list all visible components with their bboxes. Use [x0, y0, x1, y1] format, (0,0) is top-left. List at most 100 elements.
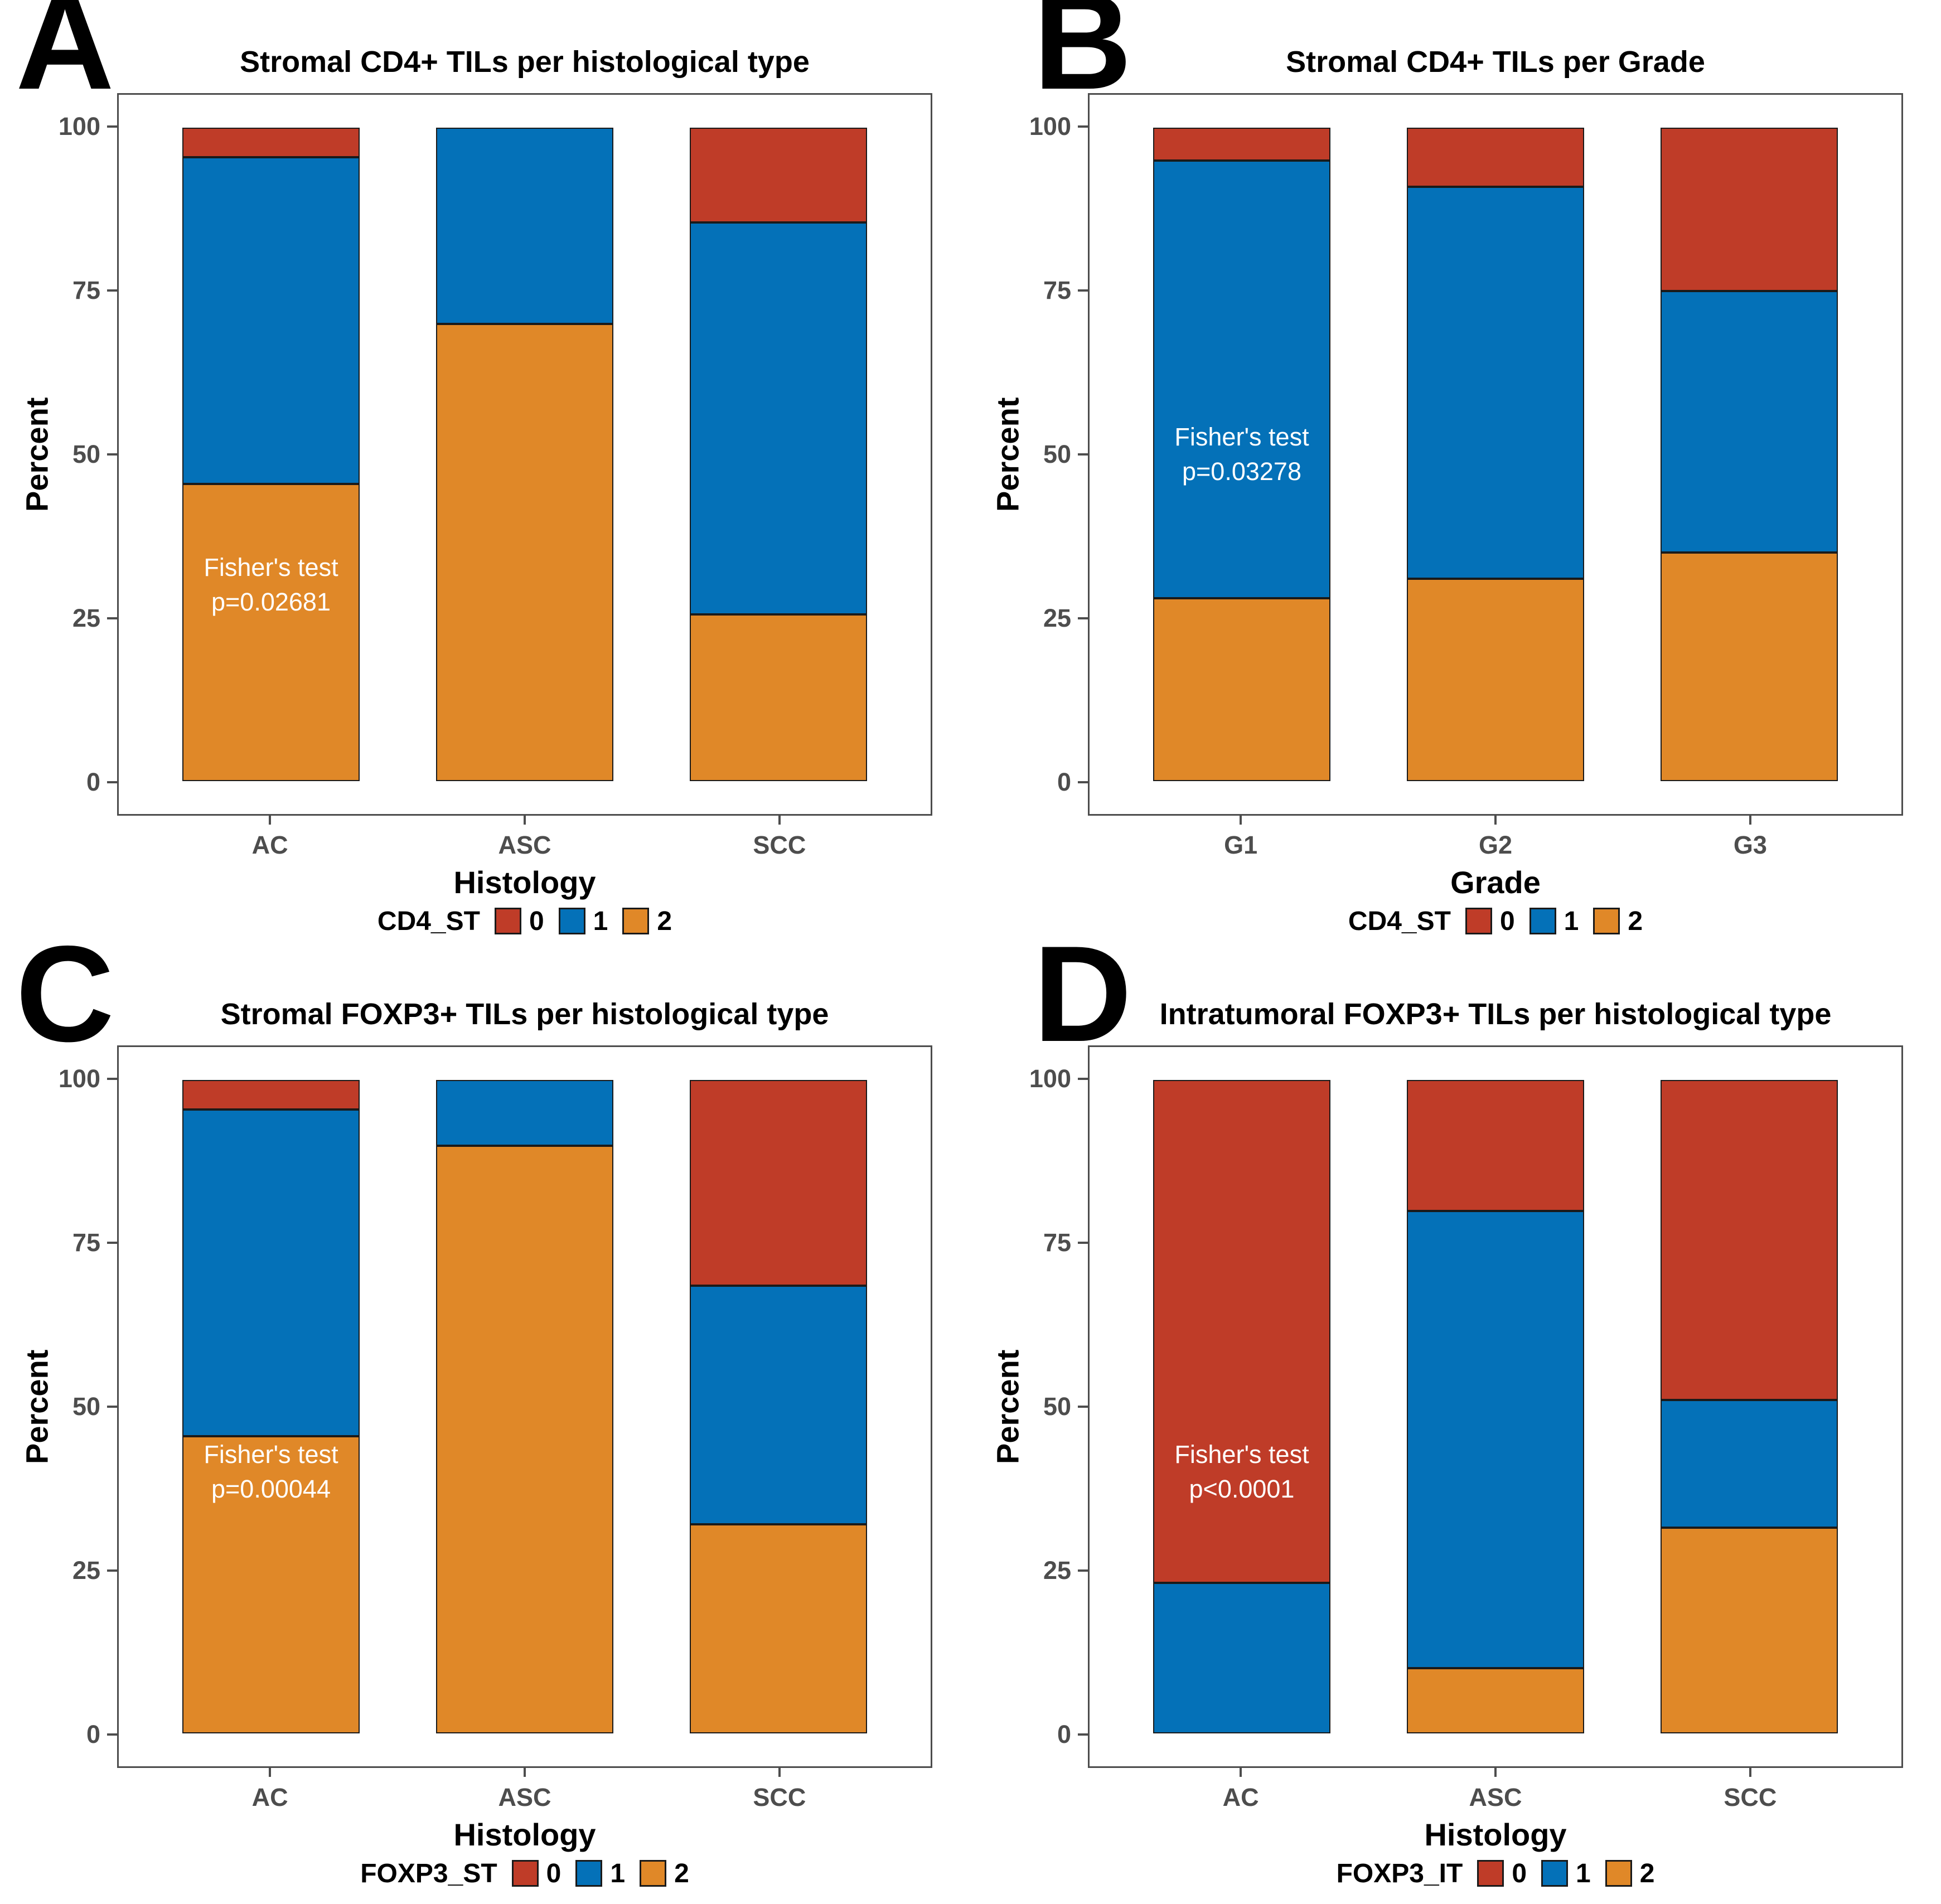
y-tick-label: 100 — [1029, 112, 1071, 141]
y-tick-label: 25 — [72, 604, 100, 633]
bar-segment-1 — [435, 128, 614, 324]
y-tick-mark — [107, 1406, 117, 1408]
bar-segment-0 — [1153, 128, 1331, 161]
y-tick-label: 50 — [72, 440, 100, 468]
y-tick-label: 0 — [1057, 768, 1071, 797]
bar-segment-0 — [182, 1080, 360, 1110]
bar-segment-1 — [182, 157, 360, 484]
bar-segment-0 — [689, 1080, 868, 1286]
y-tick-mark — [107, 289, 117, 292]
x-tick-label: ASC — [498, 1783, 551, 1811]
bar-ASC — [1406, 1080, 1585, 1733]
legend-item-1: 1 — [575, 1858, 625, 1889]
x-tick-mark — [524, 816, 526, 825]
y-tick-mark — [107, 617, 117, 620]
bar-segment-2 — [689, 1524, 868, 1733]
bar-G1 — [1153, 128, 1331, 781]
legend-label: 0 — [1512, 1858, 1527, 1888]
bar-SCC — [689, 1080, 868, 1733]
legend-label: 2 — [1639, 1858, 1655, 1888]
bar-segment-0 — [1406, 128, 1585, 187]
legend-label: 1 — [1576, 1858, 1591, 1888]
legend: FOXP3_IT 0 1 2 — [1088, 1855, 1903, 1891]
bar-ASC — [435, 128, 614, 781]
annotation-line: p=0.00044 — [211, 1475, 331, 1504]
x-tick-mark — [1749, 816, 1751, 825]
y-tick-label: 50 — [1043, 440, 1071, 468]
y-tick-mark — [1078, 1077, 1088, 1080]
annotation-line: Fisher's test — [204, 553, 338, 582]
legend-swatch-1 — [558, 908, 585, 934]
legend-swatch-2 — [1605, 1860, 1632, 1887]
panel-A: A Stromal CD4+ TILs per histological type… — [0, 0, 970, 952]
annotation-fishers-test: Fisher's test p=0.03278 — [1174, 420, 1309, 489]
y-tick-mark — [107, 125, 117, 128]
y-tick-label: 0 — [86, 1720, 100, 1749]
legend-label: 2 — [1628, 906, 1643, 936]
y-tick-mark — [1078, 617, 1088, 620]
bar-segment-2 — [689, 614, 868, 781]
y-tick-label: 100 — [58, 112, 100, 141]
x-tick-label: ASC — [1469, 1783, 1522, 1811]
annotation-line: p<0.0001 — [1189, 1475, 1295, 1504]
legend-item-1: 1 — [1541, 1858, 1591, 1889]
bar-segment-1 — [1406, 1210, 1585, 1668]
bar-G3 — [1660, 128, 1838, 781]
bar-segment-2 — [1406, 1668, 1585, 1733]
panel-label: C — [16, 917, 114, 1070]
x-tick-label: AC — [251, 831, 288, 859]
plot-area: Fisher's test p=0.00044 — [117, 1045, 932, 1768]
y-tick-mark — [1078, 1733, 1088, 1736]
y-tick-label: 100 — [1029, 1064, 1071, 1093]
bar-segment-2 — [1406, 578, 1585, 781]
legend-label: 1 — [593, 906, 608, 936]
x-tick-label: SCC — [753, 831, 806, 859]
legend-swatch-1 — [575, 1860, 603, 1887]
x-tick-label: AC — [1222, 1783, 1259, 1811]
legend-swatch-0 — [1465, 908, 1492, 934]
y-tick-label: 75 — [1043, 1228, 1071, 1257]
bar-AC — [182, 128, 360, 781]
legend-label: 2 — [657, 906, 672, 936]
y-tick-mark — [1078, 781, 1088, 784]
panel-B: B Stromal CD4+ TILs per Grade Percent Fishe… — [971, 0, 1941, 952]
legend-swatch-0 — [1477, 1860, 1504, 1887]
annotation-line: Fisher's test — [204, 1440, 338, 1469]
x-tick-label: G1 — [1224, 831, 1258, 859]
legend: FOXP3_ST 0 1 2 — [117, 1855, 932, 1891]
legend-item-2: 2 — [640, 1858, 689, 1889]
bar-segment-0 — [689, 128, 868, 223]
x-tick-mark — [524, 1768, 526, 1777]
chart-title: Stromal CD4+ TILs per histological type — [240, 45, 810, 79]
y-tick-mark — [1078, 289, 1088, 292]
y-tick-mark — [107, 781, 117, 784]
plot-area: Fisher's test p=0.03278 — [1088, 93, 1903, 816]
x-tick-label: G2 — [1478, 831, 1513, 859]
y-tick-label: 0 — [86, 768, 100, 797]
x-axis-label: Histology — [453, 865, 596, 900]
x-tick-mark — [1494, 1768, 1497, 1777]
y-tick-label: 25 — [1043, 604, 1071, 633]
x-tick-label: SCC — [753, 1783, 806, 1811]
annotation-fishers-test: Fisher's test p=0.02681 — [204, 550, 338, 619]
bar-segment-2 — [435, 323, 614, 781]
panel-label: A — [16, 0, 114, 118]
x-axis-label: Histology — [1424, 1817, 1567, 1852]
bar-segment-0 — [1660, 1080, 1838, 1401]
x-tick-label: AC — [251, 1783, 288, 1811]
panel-D: D Intratumoral FOXP3+ TILs per histologic… — [971, 926, 1941, 1904]
x-tick-mark — [778, 1768, 781, 1777]
panel-C: C Stromal FOXP3+ TILs per histological ty… — [0, 926, 970, 1904]
y-tick-label: 75 — [72, 275, 100, 304]
legend-label: 2 — [674, 1858, 689, 1888]
bar-SCC — [1660, 1080, 1838, 1733]
legend-swatch-0 — [494, 908, 521, 934]
bar-segment-1 — [182, 1110, 360, 1436]
bar-segment-1 — [1153, 160, 1331, 598]
plot-area: Fisher's test p<0.0001 — [1088, 1045, 1903, 1768]
x-tick-mark — [269, 816, 272, 825]
bar-segment-1 — [1406, 186, 1585, 579]
annotation-line: p=0.02681 — [211, 588, 331, 617]
x-tick-label: SCC — [1724, 1783, 1777, 1811]
